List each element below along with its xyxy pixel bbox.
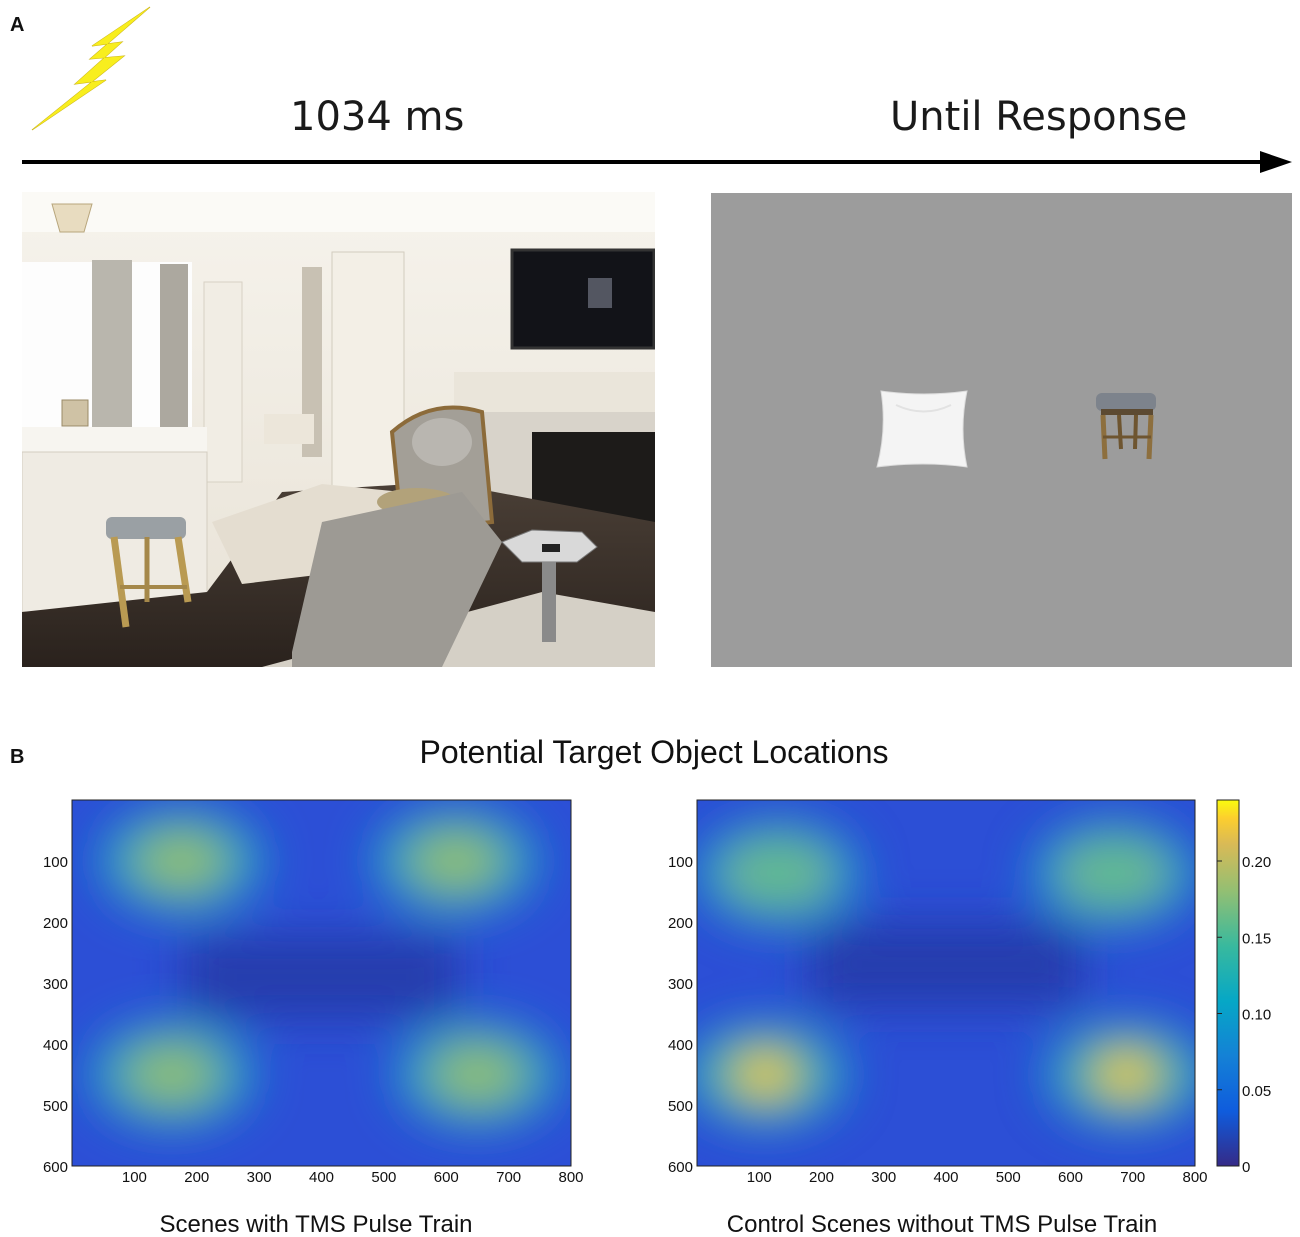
heatmap-tms-x-tick: 100 xyxy=(122,1169,147,1186)
panel-label-b: B xyxy=(10,746,25,768)
heatmap-tms-x-tick: 700 xyxy=(496,1169,521,1186)
heatmap-control: 100 200 300 400 500 600 700 800 100 200 300 400 500 6… xyxy=(668,799,1271,1237)
heatmap-control-y-tick: 300 xyxy=(668,976,693,993)
caption-tms: Scenes with TMS Pulse Train xyxy=(159,1211,472,1237)
heatmap-tms-y-tick: 500 xyxy=(43,1098,68,1115)
heatmap-tms-x-tick: 800 xyxy=(558,1169,583,1186)
heatmap-control-x-tick: 600 xyxy=(1058,1169,1083,1186)
heatmap-tms-plot xyxy=(72,800,571,1166)
heatmap-tms-hotspot xyxy=(149,1052,195,1097)
heatmap-control-x-tick: 200 xyxy=(809,1169,834,1186)
heatmap-tms-hotspot xyxy=(158,839,204,883)
heatmap-tms-y-tick: 400 xyxy=(43,1037,68,1054)
heatmap-control-y-tick: 600 xyxy=(668,1159,693,1176)
heatmap-tms-y-tick: 300 xyxy=(43,976,68,993)
heatmap-control-x-tick: 800 xyxy=(1182,1169,1207,1186)
colorbar-tick-label: 0.15 xyxy=(1242,930,1271,947)
heatmap-control-x-tick: 500 xyxy=(996,1169,1021,1186)
colorbar-tick-label: 0.10 xyxy=(1242,1007,1271,1024)
heatmap-tms: 100 200 300 400 500 600 700 800 100 200 300 400 500 6… xyxy=(43,799,584,1237)
panel-label-a: A xyxy=(10,14,25,36)
heatmap-tms-y-tick: 100 xyxy=(43,854,68,871)
scene-image xyxy=(22,192,655,667)
heatmap-tms-hotspot xyxy=(454,1052,500,1097)
heatmap-control-hotspot xyxy=(755,851,801,896)
heatmap-control-hotspot xyxy=(1104,1052,1149,1097)
lightning-bolt-icon xyxy=(31,6,151,131)
heatmap-control-x-tick: 400 xyxy=(933,1169,958,1186)
colorbar-tick-label: 0 xyxy=(1242,1159,1250,1176)
heatmap-tms-hotspot xyxy=(433,839,479,883)
heatmap-tms-low-band xyxy=(184,934,459,1020)
heatmap-control-hotspot xyxy=(1091,851,1137,896)
heatmap-control-plot xyxy=(697,800,1195,1166)
heatmap-tms-y-tick: 600 xyxy=(43,1159,68,1176)
heatmap-tms-x-tick: 300 xyxy=(247,1169,272,1186)
heatmap-control-y-tick: 200 xyxy=(668,915,693,932)
heatmap-control-y-tick: 400 xyxy=(668,1037,693,1054)
heatmap-tms-y-tick: 200 xyxy=(43,915,68,932)
caption-control: Control Scenes without TMS Pulse Train xyxy=(727,1211,1157,1237)
heatmap-tms-x-tick: 500 xyxy=(371,1169,396,1186)
heatmap-control-x-tick: 700 xyxy=(1120,1169,1145,1186)
heatmap-control-y-tick: 100 xyxy=(668,854,693,871)
heatmap-control-hotspot xyxy=(743,1052,788,1097)
colorbar-tick-label: 0.05 xyxy=(1242,1083,1271,1100)
heatmap-tms-x-tick: 200 xyxy=(184,1169,209,1186)
panel-b-title: Potential Target Object Locations xyxy=(419,734,889,770)
colorbar xyxy=(1216,799,1240,1167)
heatmap-control-x-tick: 100 xyxy=(747,1169,772,1186)
heatmap-control-y-tick: 500 xyxy=(668,1098,693,1115)
time-label-1034ms: 1034 ms xyxy=(290,94,465,140)
heatmap-tms-x-tick: 400 xyxy=(309,1169,334,1186)
heatmap-control-low-band xyxy=(809,922,1083,1008)
colorbar-tick-label: 0.20 xyxy=(1242,854,1271,871)
time-label-until-response: Until Response xyxy=(890,94,1188,140)
heatmap-tms-x-tick: 600 xyxy=(434,1169,459,1186)
timeline-arrow xyxy=(22,151,1292,173)
heatmap-control-x-tick: 300 xyxy=(871,1169,896,1186)
response-screen xyxy=(711,193,1292,667)
